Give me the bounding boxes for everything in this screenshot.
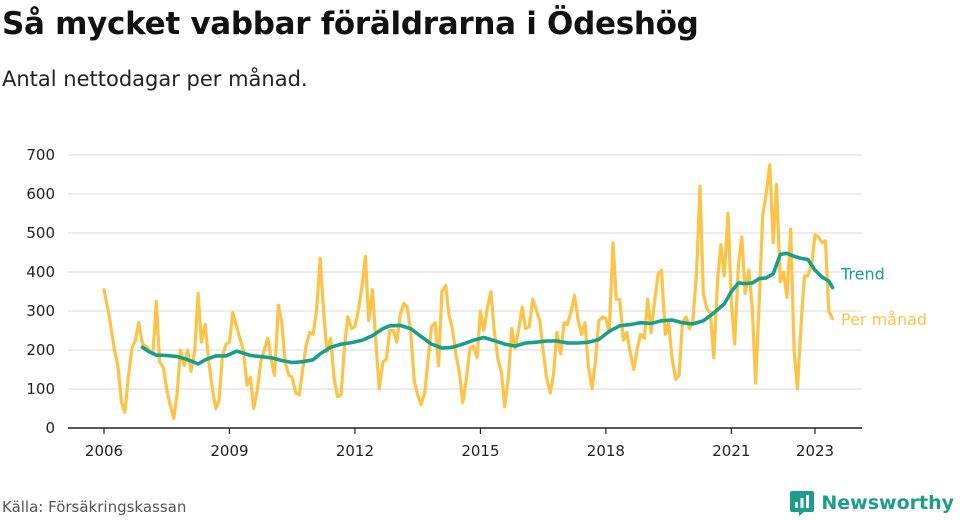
x-tick-label: 2009 (210, 442, 248, 460)
x-tick-label: 2018 (587, 442, 625, 460)
source-note: Källa: Försäkringskassan (2, 498, 187, 516)
series-label: Per månad (841, 310, 927, 329)
x-tick-label: 2023 (796, 442, 834, 460)
y-tick-label: 500 (26, 224, 55, 242)
y-tick-label: 700 (26, 146, 55, 164)
y-tick-label: 600 (26, 185, 55, 203)
series-line-trend (140, 251, 835, 366)
y-tick-label: 200 (26, 341, 55, 359)
y-tick-label: 100 (26, 380, 55, 398)
series-lines (102, 163, 835, 420)
chart-subtitle: Antal nettodagar per månad. (2, 67, 308, 91)
x-tick-label: 2012 (336, 442, 374, 460)
x-axis: 2006 2009 2012 2015 2018 2021 2023 (68, 427, 862, 460)
x-tick-label: 2015 (461, 442, 499, 460)
x-tick-label: 2021 (712, 442, 750, 460)
series-label: Trend (840, 265, 885, 284)
series-labels: Per månad Trend (840, 265, 927, 329)
brand[interactable]: Newsworthy (789, 489, 954, 517)
brand-name: Newsworthy (821, 492, 954, 514)
newsworthy-logo-icon (790, 491, 815, 516)
chart-title: Så mycket vabbar föräldrarna i Ödeshög (2, 6, 699, 42)
y-tick-label: 400 (26, 263, 55, 281)
series-line-monthly (102, 163, 835, 420)
y-axis-tick-labels: 0 100 200 300 400 500 600 700 (26, 146, 55, 437)
x-tick-label: 2006 (85, 442, 123, 460)
y-tick-label: 300 (26, 302, 55, 320)
y-tick-label: 0 (45, 419, 55, 437)
